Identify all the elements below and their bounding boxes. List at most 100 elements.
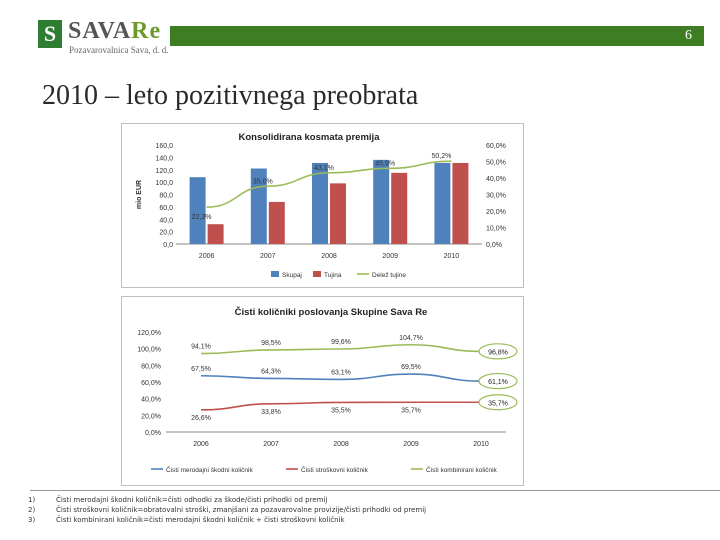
footnote-text: Čisti merodajni škodni količnik=čisti od… <box>56 496 328 504</box>
y-tick-label: 120,0 <box>155 168 173 175</box>
data-label: 63,1% <box>331 369 351 376</box>
y-tick-label: 60,0 <box>159 205 173 212</box>
data-label: 94,1% <box>191 344 211 351</box>
footnote-text: Čisti kombinirani količnik=čisti merodaj… <box>56 516 345 524</box>
y-tick-label: 0,0% <box>145 430 161 437</box>
logo-subtitle: Pozavarovalnica Sava, d. d. <box>69 45 169 55</box>
x-tick-label: 2007 <box>263 441 279 448</box>
footnote-2: 2) Čisti stroškovni količnik=obratovalni … <box>28 505 426 515</box>
ratios-chart: Čisti količniki poslovanja Skupine Sava … <box>121 296 524 486</box>
data-label: 33,8% <box>261 409 281 416</box>
legend-label: Skupaj <box>282 272 302 279</box>
x-tick-label: 2010 <box>444 253 460 260</box>
x-tick-label: 2009 <box>403 441 419 448</box>
bar-tujina <box>207 224 224 244</box>
data-label: 67,5% <box>191 366 211 373</box>
y-tick-label: 100,0% <box>137 347 161 354</box>
y2-tick-label: 40,0% <box>486 176 506 183</box>
share-data-label: 35,0% <box>253 178 273 185</box>
page-number: 6 <box>685 28 692 43</box>
legend-label: Čisti merodajni škodni količnik <box>166 465 253 474</box>
y-tick-label: 160,0 <box>155 143 173 150</box>
legend-swatch <box>313 271 321 277</box>
y2-tick-label: 30,0% <box>486 193 506 200</box>
share-line <box>206 160 452 209</box>
data-label: 104,7% <box>399 335 423 342</box>
logo-mark: S <box>38 20 62 48</box>
footer-divider <box>30 490 720 491</box>
series-line <box>200 343 482 355</box>
chart-title: Konsolidirana kosmata premija <box>239 132 381 143</box>
company-logo: S SAVARe Pozavarovalnica Sava, d. d. <box>38 18 198 55</box>
y2-tick-label: 50,0% <box>486 160 506 167</box>
series-line <box>200 373 482 382</box>
logo-wordmark: SAVARe <box>68 18 161 45</box>
y-tick-label: 60,0% <box>141 380 161 387</box>
series-line <box>200 401 481 411</box>
y-tick-label: 80,0 <box>159 193 173 200</box>
bar-tujina <box>452 162 469 244</box>
x-tick-label: 2006 <box>193 441 209 448</box>
y-tick-label: 140,0 <box>155 155 173 162</box>
chart-title: Čisti količniki poslovanja Skupine Sava … <box>235 306 428 318</box>
y2-tick-label: 60,0% <box>486 143 506 150</box>
x-tick-label: 2006 <box>199 253 215 260</box>
bar-skupaj <box>189 177 206 244</box>
footnote-text: Čisti stroškovni količnik=obratovalni st… <box>56 506 427 514</box>
footnote-1: 1) Čisti merodajni škodni količnik=čisti … <box>28 495 426 505</box>
footnote-number: 2) <box>28 506 36 514</box>
y2-tick-label: 0,0% <box>486 242 502 249</box>
bar-tujina <box>330 183 346 244</box>
footnote-number: 1) <box>28 496 36 504</box>
highlight-ring <box>478 372 518 390</box>
bar-tujina <box>391 172 408 244</box>
data-label: 96,8% <box>488 349 508 356</box>
x-tick-label: 2007 <box>260 253 276 260</box>
y-tick-label: 40,0% <box>141 397 161 404</box>
data-label: 99,6% <box>331 339 351 346</box>
data-label: 61,1% <box>488 379 508 386</box>
logo-name-main: SAVA <box>68 18 132 44</box>
y-tick-label: 80,0% <box>141 363 161 370</box>
data-label: 35,7% <box>488 400 508 407</box>
data-label: 98,5% <box>261 340 281 347</box>
y-axis-label: mio EUR <box>136 180 143 209</box>
chart-frame <box>121 296 524 486</box>
y-tick-label: 20,0 <box>159 230 173 237</box>
y-tick-label: 100,0 <box>155 180 173 187</box>
bar-skupaj <box>434 162 451 244</box>
y-tick-label: 120,0% <box>137 330 161 337</box>
y-tick-label: 20,0% <box>141 413 161 420</box>
legend-label: Čisti stroškovni količnik <box>301 465 369 474</box>
bar-skupaj <box>312 162 328 244</box>
footnotes: 1) Čisti merodajni škodni količnik=čisti … <box>28 495 426 525</box>
data-label: 64,3% <box>261 368 281 375</box>
footnote-number: 3) <box>28 516 36 524</box>
legend-label: Tujina <box>324 272 342 279</box>
logo-name-re: Re <box>131 18 162 44</box>
premium-chart: Konsolidirana kosmata premija 0,0 20,0 40,0… <box>121 123 524 288</box>
x-tick-label: 2010 <box>473 441 489 448</box>
legend-swatch <box>271 271 279 277</box>
x-tick-label: 2008 <box>333 441 349 448</box>
x-tick-label: 2008 <box>321 253 337 260</box>
header-bar <box>170 26 704 46</box>
slide-title: 2010 – leto pozitivnega preobrata <box>42 80 419 111</box>
highlight-ring <box>478 394 518 411</box>
data-label: 35,5% <box>331 407 351 414</box>
share-data-label: 45,9% <box>375 160 395 167</box>
share-data-label: 43,1% <box>314 165 334 172</box>
y2-tick-label: 20,0% <box>486 209 506 216</box>
bar-skupaj <box>373 159 390 244</box>
data-label: 26,6% <box>191 415 211 422</box>
y-tick-label: 40,0 <box>159 217 173 224</box>
highlight-ring <box>478 343 518 360</box>
y2-tick-label: 10,0% <box>486 226 506 233</box>
y-tick-label: 0,0 <box>163 242 173 249</box>
data-label: 69,5% <box>401 364 421 371</box>
legend-label: Čisti kombinirani količnik <box>426 465 498 474</box>
share-data-label: 50,2% <box>431 153 451 160</box>
footnote-3: 3) Čisti kombinirani količnik=čisti merod… <box>28 515 426 525</box>
x-tick-label: 2009 <box>382 253 398 260</box>
data-label: 35,7% <box>401 407 421 414</box>
